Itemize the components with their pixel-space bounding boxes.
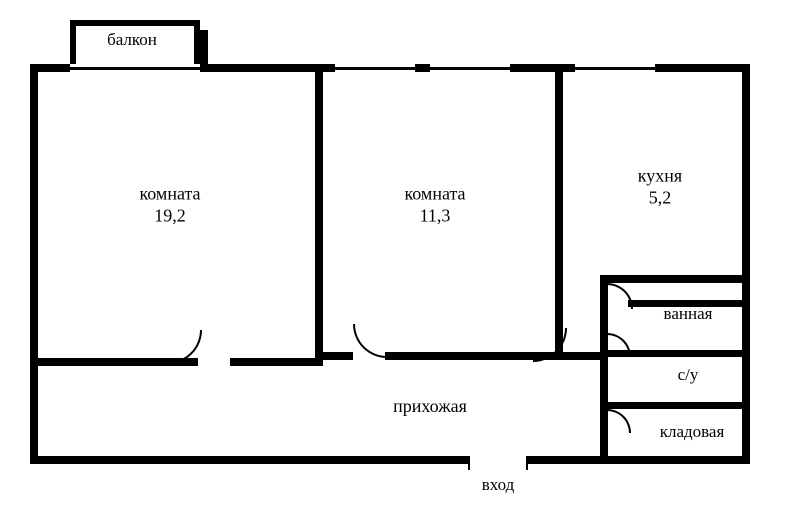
- window-3: [575, 67, 655, 70]
- label-hall: прихожая: [393, 396, 467, 418]
- balcony-door-post: [200, 30, 208, 66]
- wall-9: [600, 275, 608, 460]
- label-kitchen: кухня5,2: [638, 165, 682, 208]
- wall-8: [600, 275, 750, 283]
- window-1: [335, 67, 415, 70]
- wall-7: [555, 72, 563, 360]
- wall-1: [30, 456, 750, 464]
- balcony-wall-1: [70, 20, 76, 64]
- label-bath: ванная: [664, 304, 713, 324]
- wall-14: [230, 358, 323, 366]
- entrance-jamb-1: [526, 456, 528, 470]
- label-room1: комната19,2: [139, 183, 200, 226]
- entrance-gap: [468, 456, 528, 464]
- balcony-wall-0: [70, 20, 200, 26]
- label-entrance: вход: [482, 475, 515, 495]
- door-arc-0: [353, 290, 421, 358]
- door-arc-1: [134, 296, 202, 364]
- window-0: [70, 67, 200, 70]
- floor-plan: балкон комната19,2 комната11,3 кухня5,2 прих…: [0, 0, 795, 529]
- label-wc: с/у: [678, 365, 699, 385]
- label-balcony: балкон: [107, 30, 157, 50]
- wall-4: [315, 72, 323, 352]
- window-2: [430, 67, 510, 70]
- wall-2: [30, 64, 38, 464]
- label-room2: комната11,3: [404, 183, 465, 226]
- entrance-jamb-0: [468, 456, 470, 470]
- wall-11: [608, 402, 750, 409]
- wall-6: [385, 352, 605, 360]
- label-storage: кладовая: [660, 422, 725, 442]
